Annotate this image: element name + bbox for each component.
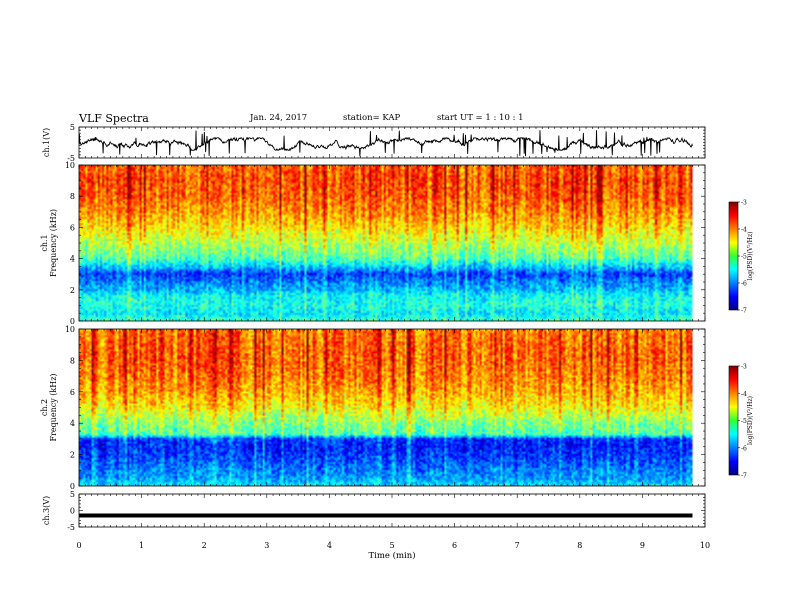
y-tick-label: 4 (70, 419, 75, 428)
colorbar-ch2 (728, 365, 739, 476)
colorbar-tick-label: -5 (741, 418, 747, 425)
y-tick-label: 6 (70, 388, 75, 397)
y-tick-label: 6 (70, 223, 75, 232)
start-time-label: start UT = 1 : 10 : 1 (437, 113, 524, 123)
y-axis-label: ch.3(V) (42, 496, 51, 525)
y-tick-label: 4 (70, 255, 75, 264)
x-tick-label: 1 (139, 541, 144, 550)
colorbar-tick-label: -3 (741, 200, 747, 207)
x-tick-label: 4 (327, 541, 332, 550)
y-axis-label: Frequency (kHz) (49, 373, 58, 441)
colorbar-label: log(PSD)(V²/Hz) (747, 396, 754, 445)
waveform-ch1 (78, 130, 693, 157)
panel-frame (78, 493, 706, 528)
colorbar-tick-label: -6 (741, 281, 747, 288)
y-tick-label: 8 (70, 356, 75, 365)
colorbar-ch1 (728, 201, 739, 311)
spectrogram-ch1 (79, 165, 705, 321)
y-tick-label: 0 (70, 317, 75, 326)
x-tick-label: 5 (389, 541, 394, 550)
colorbar-tick-label: -7 (741, 473, 747, 480)
y-tick-label: 8 (70, 192, 75, 201)
y-tick-label: 0 (70, 482, 75, 491)
spectrogram-ch2 (79, 329, 705, 486)
y-tick-label: -5 (67, 154, 75, 163)
x-tick-label: 3 (264, 541, 269, 550)
colorbar-label: log(PSD)(V²/Hz) (747, 232, 754, 281)
x-tick-label: 2 (202, 541, 207, 550)
y-tick-label: -5 (67, 523, 75, 532)
figure-title: VLF Spectra (79, 112, 149, 125)
y-tick-label: 10 (65, 161, 75, 170)
colorbar-tick-label: -3 (741, 364, 747, 371)
date-label: Jan. 24, 2017 (250, 113, 308, 123)
station-label: station= KAP (343, 113, 401, 123)
colorbar-tick-label: -4 (741, 227, 747, 234)
x-tick-label: 8 (577, 541, 582, 550)
colorbar-tick-label: -5 (741, 254, 747, 261)
x-tick-label: 0 (76, 541, 81, 550)
colorbar-tick-label: -4 (741, 391, 747, 398)
x-axis-title: Time (min) (368, 550, 415, 561)
x-tick-label: 10 (700, 541, 710, 550)
x-tick-label: 9 (640, 541, 645, 550)
y-tick-label: 5 (70, 490, 75, 499)
y-axis-label: Frequency (kHz) (49, 209, 58, 277)
colorbar-tick-label: -7 (741, 308, 747, 315)
colorbar-tick-label: -6 (741, 445, 747, 452)
y-axis-label: ch.2 (40, 399, 49, 416)
y-tick-label: 10 (65, 325, 75, 334)
x-tick-label: 6 (452, 541, 457, 550)
y-axis-label: ch.1 (40, 234, 49, 251)
y-axis-label: ch.1(V) (42, 128, 51, 157)
x-tick-label: 7 (515, 541, 520, 550)
y-tick-label: 5 (70, 123, 75, 132)
y-tick-label: 2 (70, 286, 75, 295)
y-tick-label: 2 (70, 451, 75, 460)
y-tick-label: 0 (70, 507, 75, 516)
